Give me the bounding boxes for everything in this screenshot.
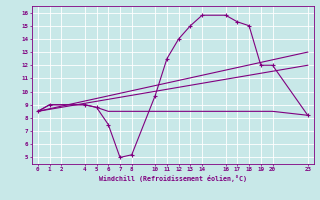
X-axis label: Windchill (Refroidissement éolien,°C): Windchill (Refroidissement éolien,°C) xyxy=(99,175,247,182)
